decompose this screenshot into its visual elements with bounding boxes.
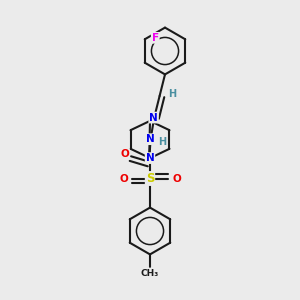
- Text: H: H: [168, 89, 176, 100]
- Text: N: N: [146, 153, 154, 163]
- Text: N: N: [146, 134, 154, 144]
- Text: N: N: [149, 112, 158, 123]
- Text: H: H: [158, 137, 166, 147]
- Text: O: O: [119, 173, 128, 184]
- Text: CH₃: CH₃: [141, 268, 159, 278]
- Text: O: O: [172, 173, 181, 184]
- Text: O: O: [120, 149, 129, 159]
- Text: F: F: [152, 33, 159, 43]
- Text: S: S: [146, 172, 154, 185]
